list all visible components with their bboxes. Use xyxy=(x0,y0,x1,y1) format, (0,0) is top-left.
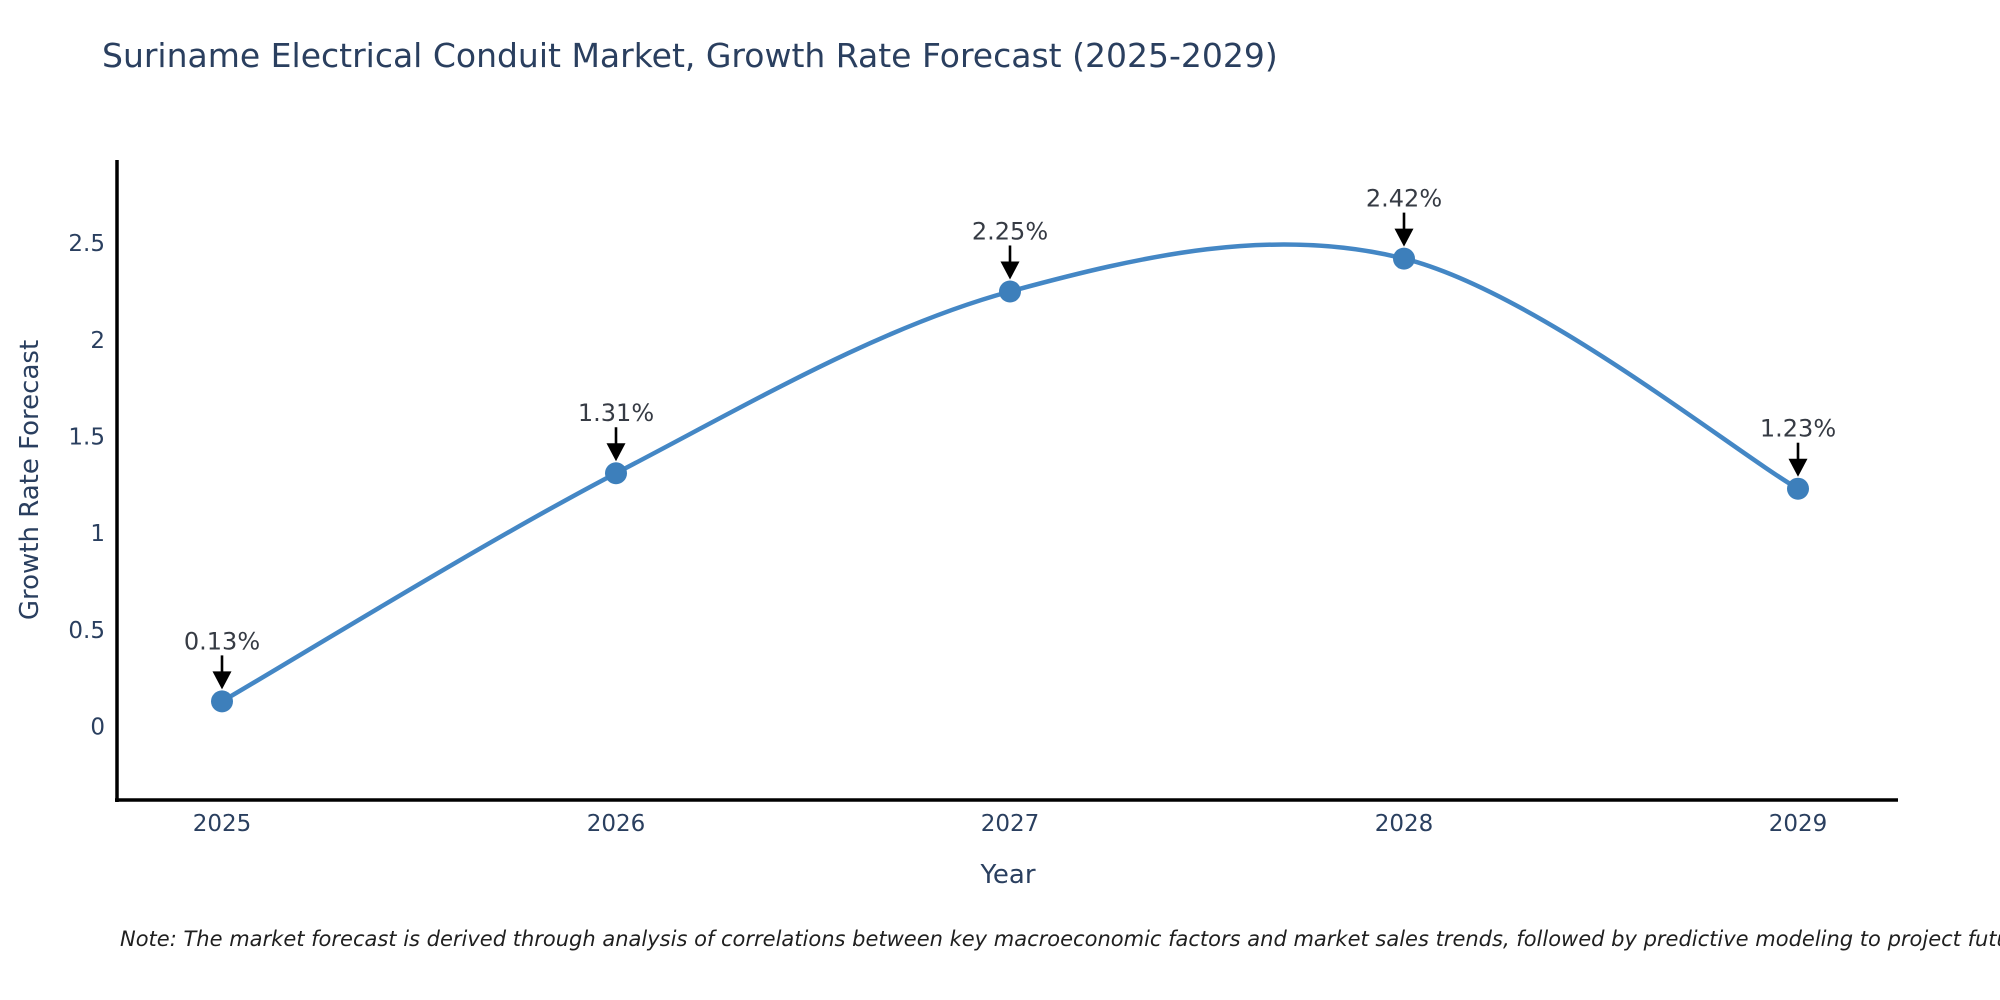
y-tick-label: 2 xyxy=(90,328,105,354)
data-point-marker xyxy=(211,690,233,713)
point-annotation: 1.23% xyxy=(1760,415,1836,443)
y-tick-label: 2.5 xyxy=(68,231,105,257)
footnote: Note: The market forecast is derived thr… xyxy=(120,927,2000,951)
y-tick-label: 1 xyxy=(90,521,105,547)
trend-line xyxy=(219,242,1801,704)
x-axis-title: Year xyxy=(980,860,1036,890)
x-tick-label: 2029 xyxy=(1769,811,1828,837)
point-annotation: 2.42% xyxy=(1366,185,1442,213)
annotation-arrow-head xyxy=(1788,458,1808,477)
annotation-arrow-head xyxy=(1000,261,1020,280)
y-axis-title: Growth Rate Forecast xyxy=(15,339,45,621)
y-tick-label: 1.5 xyxy=(68,424,105,450)
data-point-marker xyxy=(999,280,1021,303)
data-point-marker xyxy=(605,462,627,485)
data-point-marker xyxy=(1393,247,1415,270)
x-tick-label: 2028 xyxy=(1375,811,1434,837)
x-tick-label: 2027 xyxy=(981,811,1040,837)
data-point-marker xyxy=(1787,477,1809,500)
chart-title: Suriname Electrical Conduit Market, Grow… xyxy=(102,36,1278,75)
annotation-arrow-head xyxy=(1394,228,1414,247)
point-annotation: 0.13% xyxy=(184,627,260,655)
point-annotation: 1.31% xyxy=(578,399,654,427)
annotation-arrow-head xyxy=(606,443,626,462)
x-tick-label: 2026 xyxy=(587,811,646,837)
x-tick-label: 2025 xyxy=(193,811,252,837)
y-tick-label: 0.5 xyxy=(68,618,105,644)
point-annotation: 2.25% xyxy=(972,217,1048,245)
annotation-arrow-head xyxy=(212,671,232,690)
y-tick-label: 0 xyxy=(90,715,105,741)
